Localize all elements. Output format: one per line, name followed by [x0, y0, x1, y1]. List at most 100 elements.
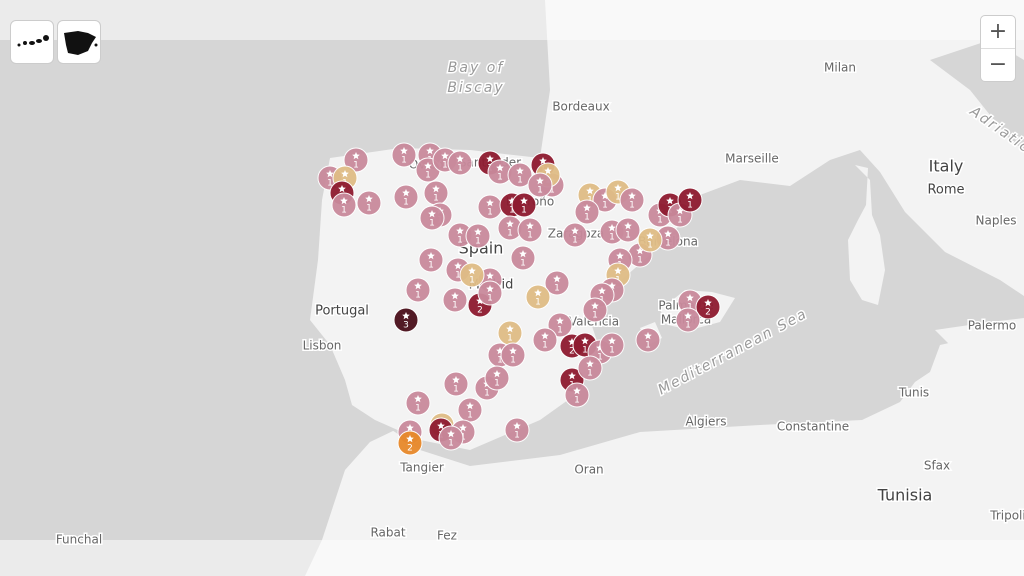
restaurant-marker[interactable]: 1: [675, 307, 701, 333]
place-label: Palermo: [968, 319, 1017, 333]
marker-count: 1: [615, 193, 621, 203]
restaurant-marker[interactable]: 1: [497, 320, 523, 346]
restaurant-marker[interactable]: 1: [487, 159, 513, 185]
restaurant-marker[interactable]: 1: [637, 227, 663, 253]
restaurant-marker[interactable]: 1: [574, 199, 600, 225]
marker-dot: [484, 365, 510, 391]
restaurant-marker[interactable]: 1: [517, 217, 543, 243]
marker-dot: [582, 297, 608, 323]
restaurant-marker[interactable]: 1: [635, 327, 661, 353]
restaurant-marker[interactable]: 1: [562, 222, 588, 248]
marker-dot: [356, 190, 382, 216]
marker-count: 1: [521, 206, 527, 216]
restaurant-marker[interactable]: 1: [577, 355, 603, 381]
restaurant-marker[interactable]: 1: [504, 417, 530, 443]
marker-dot: [393, 307, 419, 333]
restaurant-marker[interactable]: 1: [423, 180, 449, 206]
marker-count: 1: [433, 194, 439, 204]
marker-star: [520, 197, 528, 205]
marker-star: [340, 197, 348, 205]
restaurant-marker[interactable]: 1: [459, 262, 485, 288]
marker-dot: [532, 327, 558, 353]
restaurant-marker[interactable]: 3: [393, 307, 419, 333]
restaurant-marker[interactable]: 2: [397, 430, 423, 456]
marker-dot: [477, 280, 503, 306]
restaurant-marker[interactable]: 1: [677, 187, 703, 213]
marker-dot: [418, 247, 444, 273]
marker-star: [686, 294, 694, 302]
restaurant-marker[interactable]: 1: [477, 280, 503, 306]
restaurant-marker[interactable]: 2: [695, 294, 721, 320]
restaurant-marker[interactable]: 1: [447, 150, 473, 176]
restaurant-marker[interactable]: 1: [527, 172, 553, 198]
restaurant-marker[interactable]: 1: [343, 147, 369, 173]
canary-islands-button[interactable]: [10, 20, 54, 64]
marker-star: [427, 252, 435, 260]
restaurant-marker[interactable]: 1: [477, 194, 503, 220]
place-label: Oran: [574, 463, 603, 477]
restaurant-marker[interactable]: 1: [438, 425, 464, 451]
restaurant-marker[interactable]: 1: [582, 297, 608, 323]
marker-star: [614, 267, 622, 275]
marker-star: [406, 424, 414, 432]
sicily: [935, 318, 1024, 355]
zoom-in[interactable]: +: [988, 19, 1008, 44]
marker-count: 1: [657, 216, 663, 226]
restaurant-marker[interactable]: 1: [525, 284, 551, 310]
marker-star: [456, 155, 464, 163]
restaurant-marker[interactable]: 1: [356, 190, 382, 216]
restaurant-marker[interactable]: 1: [405, 390, 431, 416]
place-label: Algiers: [685, 415, 726, 429]
marker-dot: [527, 172, 553, 198]
restaurant-marker[interactable]: 1: [391, 142, 417, 168]
restaurant-marker[interactable]: 1: [393, 184, 419, 210]
marker-count: 1: [549, 186, 555, 196]
marker-count: 1: [587, 369, 593, 379]
restaurant-marker[interactable]: 1: [484, 365, 510, 391]
restaurant-marker[interactable]: 1: [511, 192, 537, 218]
restaurant-marker[interactable]: 1: [532, 327, 558, 353]
restaurant-marker[interactable]: 1: [418, 247, 444, 273]
restaurant-marker[interactable]: 1: [500, 342, 526, 368]
restaurant-marker[interactable]: 1: [615, 217, 641, 243]
restaurant-marker[interactable]: 1: [510, 245, 536, 271]
marker-star: [441, 152, 449, 160]
place-label: Tangier: [399, 461, 444, 475]
marker-count: 1: [327, 179, 333, 189]
marker-star: [541, 332, 549, 340]
restaurant-marker[interactable]: 1: [547, 312, 573, 338]
marker-dot: [507, 162, 533, 188]
marker-star: [513, 422, 521, 430]
restaurant-marker[interactable]: 1: [331, 192, 357, 218]
restaurant-marker[interactable]: 1: [443, 371, 469, 397]
restaurant-marker[interactable]: 1: [405, 277, 431, 303]
zoom-out[interactable]: −: [981, 48, 1015, 81]
restaurant-marker[interactable]: 1: [419, 205, 445, 231]
marker-star: [534, 289, 542, 297]
restaurant-marker[interactable]: 1: [599, 332, 625, 358]
marker-count: 1: [677, 216, 683, 226]
restaurant-marker[interactable]: 1: [544, 270, 570, 296]
marker-star: [447, 430, 455, 438]
restaurant-marker[interactable]: 1: [442, 287, 468, 313]
spain-button[interactable]: [57, 20, 101, 64]
restaurant-marker[interactable]: 1: [619, 187, 645, 213]
marker-count: 1: [629, 201, 635, 211]
marker-count: 1: [366, 204, 372, 214]
marker-star: [424, 162, 432, 170]
marker-count: 1: [507, 229, 513, 239]
marker-star: [414, 395, 422, 403]
marker-star: [402, 312, 410, 320]
marker-dot: [459, 262, 485, 288]
marker-star: [326, 170, 334, 178]
marker-star: [664, 230, 672, 238]
marker-star: [365, 195, 373, 203]
place-label: Portugal: [315, 304, 369, 319]
marker-count: 1: [520, 259, 526, 269]
marker-count: 1: [353, 161, 359, 171]
restaurant-marker[interactable]: 1: [465, 223, 491, 249]
restaurant-marker[interactable]: 1: [564, 382, 590, 408]
restaurant-marker[interactable]: 1: [457, 397, 483, 423]
restaurant-marker[interactable]: 1: [507, 162, 533, 188]
